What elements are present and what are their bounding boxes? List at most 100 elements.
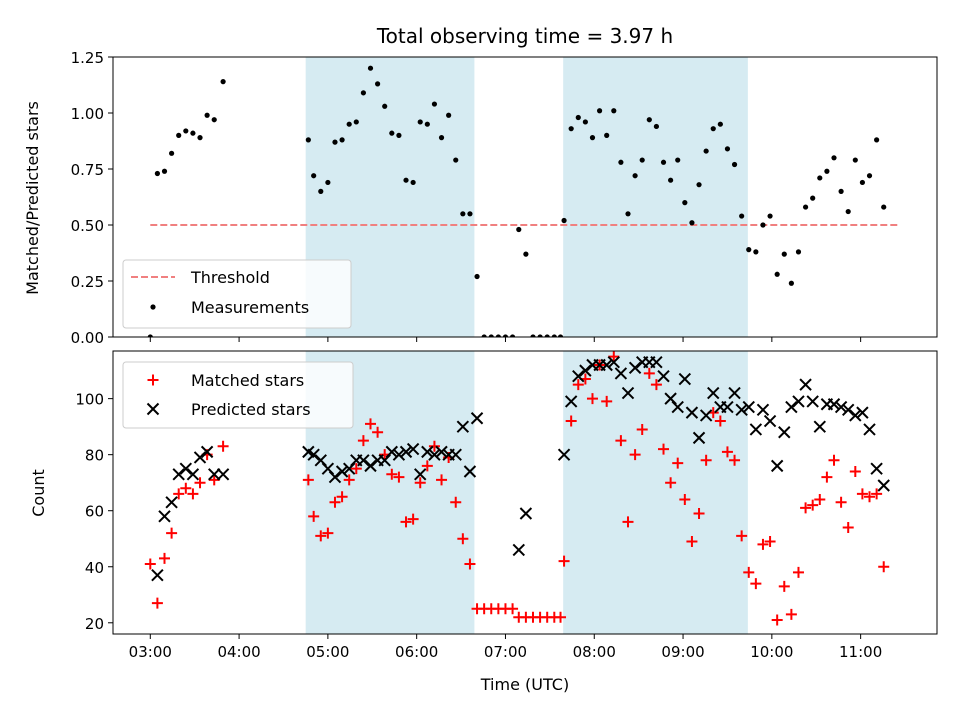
- predicted-stars-point: [335, 465, 349, 478]
- predicted-stars-point: [685, 406, 699, 419]
- matched-stars-point: [586, 393, 598, 405]
- matched-stars-point: [217, 440, 229, 452]
- predicted-stars-point: [428, 448, 441, 461]
- matched-stars-point: [194, 477, 206, 489]
- predicted-stars-point: [557, 448, 571, 461]
- measurement-point: [731, 161, 738, 168]
- matched-stars-point: [729, 454, 741, 466]
- measurement-point: [537, 334, 543, 337]
- measurement-point: [788, 280, 794, 286]
- matched-stars-point: [400, 516, 412, 528]
- measurement-point: [589, 135, 596, 141]
- legend-bottom: Matched stars Predicted stars: [122, 361, 354, 429]
- measurement-point: [367, 65, 374, 71]
- measurement-point: [467, 211, 473, 217]
- measurement-point: [611, 108, 617, 114]
- predicted-stars-point: [721, 400, 734, 414]
- measurement-point: [147, 334, 153, 337]
- axes-frame: [112, 56, 938, 338]
- measurement-point: [438, 135, 445, 141]
- measurement-point: [866, 173, 873, 179]
- y-tick-label: 40: [85, 559, 104, 577]
- measurement-point: [831, 155, 837, 161]
- predicted-stars-point: [158, 510, 171, 523]
- matched-stars-point: [856, 488, 868, 500]
- measurement-point: [176, 132, 182, 138]
- predicted-stars-point: [671, 400, 684, 414]
- predicted-stars-point: [519, 507, 533, 520]
- predicted-stars-point: [827, 398, 841, 411]
- matched-stars-point: [187, 488, 199, 500]
- matched-stars-point: [622, 516, 634, 528]
- predicted-stars-point: [463, 465, 477, 478]
- predicted-stars-point: [328, 470, 342, 484]
- measurement-point: [767, 213, 773, 219]
- measurement-point: [703, 148, 709, 154]
- matched-stars-point: [450, 496, 462, 508]
- predicted-stars-point: [657, 370, 670, 383]
- measurement-point: [575, 114, 581, 121]
- matched-stars-point: [835, 496, 847, 508]
- measurement-point: [453, 157, 459, 163]
- measurement-point: [161, 168, 168, 174]
- predicted-stars-point: [813, 420, 827, 433]
- matched-stars-point: [650, 379, 662, 391]
- predicted-stars-point: [392, 448, 406, 461]
- predicted-stars-point: [692, 431, 706, 445]
- measurement-point: [530, 334, 536, 337]
- measurement-point: [481, 334, 487, 337]
- predicted-stars-point: [186, 468, 200, 481]
- predicted-stars-point: [385, 445, 399, 459]
- measurement-point: [696, 182, 702, 188]
- matched-stars-point: [407, 513, 419, 525]
- predicted-stars-point: [449, 448, 462, 461]
- matched-stars-point: [864, 491, 876, 503]
- legend-predicted-swatch: [146, 402, 160, 416]
- measurement-point: [509, 334, 516, 337]
- matched-stars-point: [372, 426, 384, 438]
- predicted-stars-point: [785, 400, 798, 414]
- y-tick-label: 0.75: [71, 161, 104, 179]
- x-tick-label: 03:00: [129, 643, 172, 661]
- predicted-stars-point: [307, 448, 320, 461]
- y-tick-label: 1.25: [71, 49, 104, 67]
- measurement-point: [675, 157, 681, 163]
- measurement-point: [824, 168, 830, 174]
- y-tick-label: 0.25: [71, 273, 104, 291]
- measurement-point: [211, 117, 217, 123]
- measurement-point: [639, 157, 645, 163]
- legend-matched-label: Matched stars: [191, 371, 304, 390]
- measurement-point: [618, 159, 624, 165]
- predicted-stars-point: [456, 420, 470, 433]
- matched-stars-point: [778, 580, 790, 592]
- matched-stars-point: [757, 538, 769, 550]
- matched-stars-point: [428, 440, 440, 452]
- predicted-stars-point: [435, 445, 448, 459]
- measurement-point: [460, 211, 466, 217]
- predicted-stars-point: [179, 462, 193, 475]
- measurement-point: [325, 179, 331, 186]
- measurement-point: [375, 81, 381, 87]
- matched-stars-point: [750, 578, 762, 590]
- matched-stars-point: [792, 566, 804, 578]
- measurement-point: [389, 130, 395, 136]
- measurement-point: [746, 247, 752, 253]
- measurement-point: [204, 112, 210, 118]
- bottom-y-axis-label: Count: [29, 469, 48, 517]
- measurement-point: [417, 119, 423, 125]
- x-tick-label: 11:00: [839, 643, 882, 661]
- matched-stars-point: [821, 471, 833, 483]
- measurement-point: [424, 121, 430, 127]
- matched-stars-point: [686, 536, 698, 548]
- measurement-point: [660, 159, 667, 165]
- measurement-point: [382, 103, 388, 109]
- predicted-stars-point: [849, 409, 862, 422]
- matched-stars-point: [714, 415, 726, 427]
- measurement-point: [197, 135, 203, 141]
- predicted-stars-point: [172, 468, 185, 481]
- predicted-stars-point: [735, 403, 748, 417]
- predicted-stars-point: [607, 356, 621, 369]
- y-tick-label: 0.00: [71, 329, 104, 347]
- measurement-point: [874, 137, 880, 143]
